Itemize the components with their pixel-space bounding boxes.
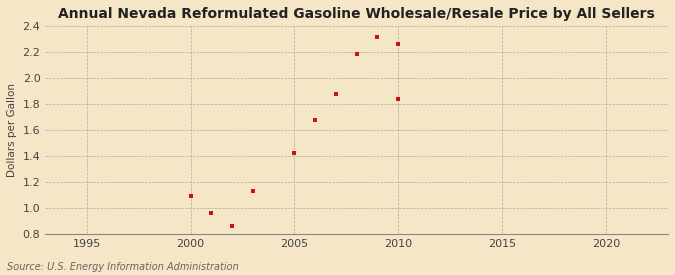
Point (393, 42, 404, 47)
Point (310, 117, 321, 122)
Point (185, 194, 196, 199)
Y-axis label: Dollars per Gallon: Dollars per Gallon (7, 83, 17, 177)
Point (331, 92, 342, 96)
Text: Source: U.S. Energy Information Administration: Source: U.S. Energy Information Administ… (7, 262, 238, 272)
Title: Annual Nevada Reformulated Gasoline Wholesale/Resale Price by All Sellers: Annual Nevada Reformulated Gasoline Whol… (58, 7, 655, 21)
Point (351, 51, 362, 56)
Point (372, 34, 383, 39)
Point (206, 211, 217, 215)
Point (227, 224, 238, 228)
Point (393, 97, 404, 101)
Point (248, 189, 259, 193)
Point (289, 151, 300, 156)
